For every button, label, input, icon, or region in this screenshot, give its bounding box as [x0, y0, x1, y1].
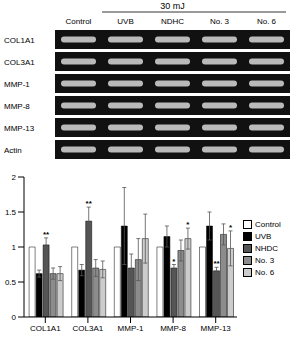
svg-text:Actin: Actin	[8, 146, 22, 155]
svg-text:**: **	[43, 230, 50, 239]
svg-text:MMP-8: MMP-8	[160, 324, 186, 333]
svg-text:No. 6: No. 6	[257, 17, 277, 26]
html-text:No. 3: No. 3	[255, 256, 275, 265]
svg-text:30 mJ: 30 mJ	[160, 1, 185, 11]
svg-text:MMP-13: MMP-13	[201, 324, 232, 333]
svg-text:2: 2	[12, 173, 17, 182]
html-text:UVB: UVB	[255, 232, 272, 241]
svg-text:COL3A1: COL3A1	[73, 324, 104, 333]
svg-text:*: *	[229, 223, 233, 232]
svg-text:MMP-13: MMP-13	[8, 124, 35, 133]
svg-text:**: **	[86, 199, 93, 208]
svg-text:MMP-1: MMP-1	[118, 324, 144, 333]
html-text:No. 6: No. 6	[255, 268, 275, 277]
svg-text:COL1A1: COL1A1	[8, 36, 35, 45]
html-text:NHDC: NHDC	[255, 244, 279, 253]
svg-text:**: **	[213, 259, 220, 268]
svg-text:1: 1	[12, 243, 17, 252]
svg-text:MMP-1: MMP-1	[8, 80, 30, 89]
svg-text:0: 0	[12, 313, 17, 322]
svg-text:COL1A1: COL1A1	[30, 324, 61, 333]
html-text:Control: Control	[255, 220, 281, 229]
svg-text:*: *	[186, 220, 190, 229]
svg-text:NDHC: NDHC	[161, 17, 184, 26]
svg-text:1.5: 1.5	[8, 208, 17, 217]
svg-text:UVB: UVB	[117, 17, 133, 26]
svg-text:No. 3: No. 3	[210, 17, 230, 26]
svg-text:0.5: 0.5	[8, 278, 17, 287]
svg-text:COL3A1: COL3A1	[8, 58, 35, 67]
svg-text:MMP-8: MMP-8	[8, 102, 30, 111]
svg-text:Control: Control	[66, 17, 92, 26]
svg-text:*: *	[172, 257, 176, 266]
